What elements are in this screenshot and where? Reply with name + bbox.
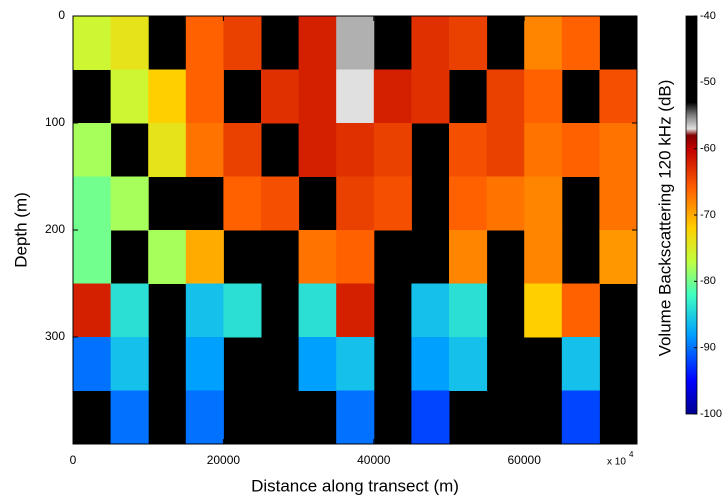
heatmap-cell <box>73 230 112 284</box>
colorbar-tick-label: -100 <box>700 408 722 420</box>
heatmap-cell <box>298 16 337 70</box>
heatmap-cell <box>561 283 600 338</box>
heatmap-cell <box>524 123 563 177</box>
heatmap-cell <box>599 69 638 124</box>
heatmap-cell <box>524 69 563 124</box>
heatmap-cell <box>110 337 149 391</box>
x-axis-label: Distance along transect (m) <box>251 476 459 495</box>
colorbar-tick-label: -70 <box>700 209 716 221</box>
heatmap-cell <box>449 176 488 231</box>
heatmap-cell <box>486 69 525 124</box>
heatmap-cell <box>524 16 563 70</box>
heatmap-cell <box>185 230 224 284</box>
heatmap-cell <box>599 123 638 177</box>
heatmap-cell <box>336 176 375 231</box>
heatmap-cell <box>148 69 187 124</box>
heatmap-cell <box>185 337 224 391</box>
heatmap-cell <box>298 283 337 338</box>
heatmap-cell <box>336 69 375 124</box>
heatmap-cell <box>336 283 375 338</box>
heatmap-cell <box>561 123 600 177</box>
heatmap-cell <box>223 123 262 177</box>
heatmap-cell <box>223 16 262 70</box>
heatmap-cell <box>148 123 187 177</box>
colorbar-tick-label: -80 <box>700 275 716 287</box>
heatmap-cell <box>524 176 563 231</box>
heatmap-cell <box>411 283 450 338</box>
heatmap-cell <box>110 16 149 70</box>
heatmap-cell <box>411 16 450 70</box>
heatmap-cell <box>148 230 187 284</box>
x-tick-label: 40000 <box>357 453 391 467</box>
heatmap-cell <box>223 176 262 231</box>
heatmap-cell <box>73 176 112 231</box>
heatmap-cell <box>449 283 488 338</box>
colorbar-tick-label: -60 <box>700 143 716 155</box>
heatmap-cell <box>261 176 300 231</box>
heatmap-cell <box>561 337 600 391</box>
heatmap-cell <box>185 69 224 124</box>
heatmap-cell <box>110 69 149 124</box>
heatmap-cell <box>110 176 149 231</box>
y-tick-label: 200 <box>45 222 65 236</box>
heatmap-cell <box>561 16 600 70</box>
heatmap-cell <box>185 390 224 445</box>
heatmap-cell <box>411 69 450 124</box>
x-tick-label: 60000 <box>508 453 542 467</box>
x-tick-label: 0 <box>70 453 77 467</box>
y-axis-label: Depth (m) <box>11 192 30 268</box>
heatmap-cell <box>298 123 337 177</box>
heatmap-cell <box>411 337 450 391</box>
colorbar-tick-label: -40 <box>700 10 716 22</box>
heatmap-cell <box>73 16 112 70</box>
heatmap-cell <box>185 16 224 70</box>
heatmap-cell <box>524 230 563 284</box>
heatmap-cell <box>449 123 488 177</box>
x-multiplier-exponent: 4 <box>629 450 634 459</box>
heatmap-cell <box>411 390 450 445</box>
heatmap-cell <box>336 123 375 177</box>
heatmap-cell <box>185 123 224 177</box>
heatmap-cell <box>449 337 488 391</box>
colorbar-tick-label: -90 <box>700 342 716 354</box>
colorbar-tick-label: -50 <box>700 76 716 88</box>
x-tick-label: 20000 <box>207 453 241 467</box>
y-tick-label: 100 <box>45 115 65 129</box>
heatmap-cell <box>298 69 337 124</box>
heatmap-cell <box>524 283 563 338</box>
heatmap-cell <box>486 176 525 231</box>
heatmap-cell <box>336 390 375 445</box>
heatmap-cell <box>373 69 412 124</box>
heatmap-cell <box>73 123 112 177</box>
x-multiplier: x 10 <box>607 457 626 468</box>
heatmap-cell <box>185 283 224 338</box>
heatmap-cell <box>298 230 337 284</box>
heatmap-cell <box>336 337 375 391</box>
heatmap-cell <box>73 337 112 391</box>
heatmap-cell <box>110 390 149 445</box>
heatmap-cell <box>261 69 300 124</box>
heatmap-cell <box>449 230 488 284</box>
heatmap-cell <box>223 283 262 338</box>
heatmap-cell <box>373 123 412 177</box>
heatmap-cell <box>599 230 638 284</box>
heatmap-cell <box>486 123 525 177</box>
heatmap-cell <box>561 390 600 445</box>
y-tick-label: 0 <box>58 8 65 22</box>
heatmap-cell <box>110 283 149 338</box>
y-tick-label: 300 <box>45 329 65 343</box>
heatmap-cell <box>373 176 412 231</box>
heatmap-cell <box>298 337 337 391</box>
heatmap-cell <box>599 176 638 231</box>
heatmap-cell <box>73 283 112 338</box>
heatmap-cell <box>336 16 375 70</box>
heatmap-cell <box>336 230 375 284</box>
colorbar-label: Volume Backscattering 120 kHz (dB) <box>655 80 674 357</box>
heatmap-cell <box>449 16 488 70</box>
